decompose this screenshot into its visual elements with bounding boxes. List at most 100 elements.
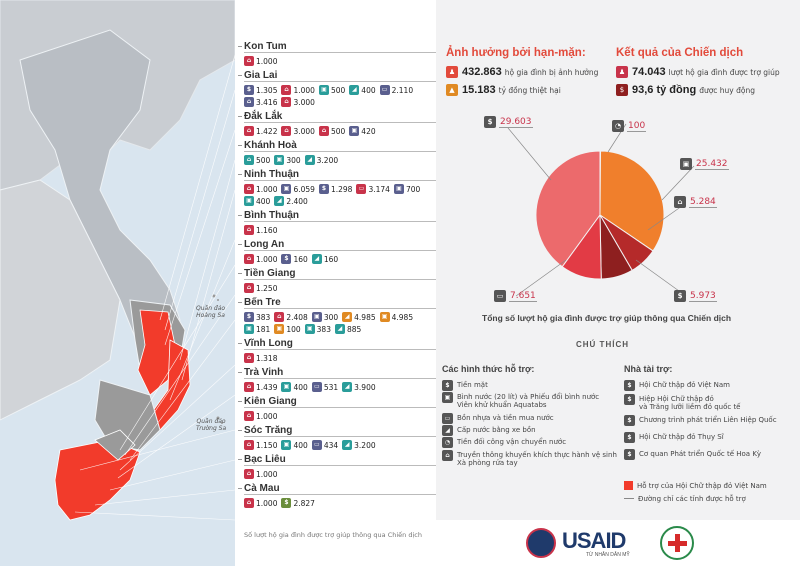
province-name: Ninh Thuận <box>238 168 436 181</box>
support-legend-text: Tiền đối công vận chuyển nước <box>457 438 567 446</box>
province-name: Sóc Trăng <box>238 424 436 437</box>
support-count: 1.000 <box>293 85 315 95</box>
cash-icon: $ <box>484 116 496 128</box>
soap-icon: ⌂ <box>674 196 686 208</box>
support-chip: $1.305 <box>244 84 277 96</box>
province-block: Khánh Hoà ⌂ 500 ▣ 300 ◢ 3.200 <box>238 139 436 168</box>
donor-legend-item: $ Hội Chữ thập đỏ Việt Nam <box>624 380 799 391</box>
support-type-icon: ▭ <box>379 85 390 95</box>
support-type-icon: ⌂ <box>244 225 254 235</box>
donor-icon: $ <box>624 394 635 405</box>
province-chips: ⌂ 1.422 ⌂ 3.000 ⌂ 500 ▣ 420 <box>244 123 434 139</box>
province-chips: ⌂ 1.000 <box>244 53 434 69</box>
support-type-icon: ▭ <box>356 184 367 194</box>
province-block: Đắk Lắk ⌂ 1.422 ⌂ 3.000 ⌂ 500 ▣ 420 <box>238 110 436 139</box>
damage-value: 15.183 <box>462 84 496 96</box>
support-count: 400 <box>293 382 308 392</box>
province-name: Cà Mau <box>238 482 436 495</box>
pie-svg <box>507 123 695 297</box>
support-type-icon: ▣ <box>318 85 329 95</box>
support-count: 1.150 <box>256 440 278 450</box>
support-chip: ⌂ 1.000 <box>244 253 277 265</box>
pie-label-0: $29.603 <box>484 116 533 128</box>
support-type-icon: ▭ <box>311 440 322 450</box>
raised-value: 93,6 tỷ đồng <box>632 84 697 96</box>
map-svg <box>0 0 235 566</box>
support-count: 2.827 <box>293 498 315 508</box>
support-type-icon: $ <box>281 254 292 264</box>
province-chips: ⌂ 1.000 $2.827 <box>244 495 434 511</box>
support-type-icon: $ <box>244 85 254 95</box>
support-chip: $1.298 <box>318 183 352 195</box>
support-chip: ⌂ 1.318 <box>244 352 277 364</box>
support-chip: ⌂ 3.416 <box>244 96 277 108</box>
money-icon: $ <box>616 84 628 96</box>
legend-line: Đường chỉ các tỉnh được hỗ trợ <box>624 494 799 503</box>
province-block: Bến Tre $383 ⌂ 2.408 ▣ 300 ◢ 4.985 ▣ 4.985 ▣ 181 ▣ 10… <box>238 296 436 337</box>
support-chip: ◢ 2.400 <box>274 195 308 207</box>
support-count: 700 <box>405 184 421 194</box>
pie-caption: Tổng số lượt hộ gia đình được trợ giúp t… <box>482 313 732 323</box>
support-chip: ▣ 4.985 <box>379 311 414 323</box>
donor-text: Cơ quan Phát triển Quốc tế Hoa Kỳ <box>639 450 762 458</box>
support-count: 3.900 <box>354 382 376 392</box>
support-type-icon: ▣ <box>281 382 292 392</box>
province-block: Gia Lai $1.305 ⌂ 1.000 ▣ 500 ◢ 400 ▭ 2.110 ⌂ 3.416 ⌂… <box>238 69 436 110</box>
support-count: 4.985 <box>391 312 414 322</box>
support-type-icon: ⌂ <box>244 283 254 293</box>
support-chip: ▣ 181 <box>244 323 270 335</box>
support-legend-icon: ⌂ <box>442 450 453 461</box>
assisted-value: 74.043 <box>632 66 666 78</box>
support-legend-text: Truyền thông khuyến khích thực hành vệ s… <box>457 451 617 467</box>
support-count: 1.422 <box>256 126 278 136</box>
warning-icon: ▲ <box>446 84 458 96</box>
support-chip: ▣ 300 <box>311 311 338 323</box>
households-value: 432.863 <box>462 66 502 78</box>
support-type-icon: ◢ <box>349 85 360 95</box>
pie-slice <box>599 150 665 252</box>
water-icon: ▣ <box>680 158 692 170</box>
support-count: 1.250 <box>256 283 278 293</box>
province-name: Đắk Lắk <box>238 110 436 123</box>
support-count: 2.110 <box>391 85 414 95</box>
region-text: Hỗ trợ của Hội Chữ thập đỏ Việt Nam <box>637 482 767 490</box>
province-name: Gia Lai <box>238 69 436 82</box>
support-count: 3.200 <box>354 440 376 450</box>
province-chips: ⌂ 1.150 ▣ 400 ▭ 434 ◢ 3.200 <box>244 437 434 453</box>
support-type-icon: ▣ <box>274 324 285 334</box>
support-chip: ⌂ 1.160 <box>244 224 277 236</box>
support-count: 500 <box>256 155 271 165</box>
support-chip: ⌂ 1.000 <box>281 84 315 96</box>
support-legend-text: Bồn nhựa và tiền mua nước <box>457 414 554 422</box>
pie-label-5: ▭ 7.651 <box>494 290 537 302</box>
support-chip: $2.827 <box>281 497 315 509</box>
support-count: 500 <box>330 85 346 95</box>
support-count: 1.000 <box>256 254 278 264</box>
pie-chart: $29.603 ◔ 100 ▣ 25.432 ⌂ 5.284 $5.973 ▭ 7.65… <box>436 100 800 330</box>
province-list: Kon Tum ⌂ 1.000 Gia Lai $1.305 ⌂ 1.000 ▣ 500 ◢ 400… <box>238 40 436 511</box>
support-count: 1.439 <box>256 382 278 392</box>
province-name: Long An <box>238 238 436 251</box>
hoang-sa-label: Quần đảo Hoàng Sa <box>196 305 226 319</box>
support-type-icon: ⌂ <box>318 126 329 136</box>
support-count: 3.000 <box>293 126 315 136</box>
province-name: Khánh Hoà <box>238 139 436 152</box>
support-chip: ⌂ 1.000 <box>244 497 277 509</box>
usaid-seal-logo <box>526 528 556 558</box>
support-type-icon: ▣ <box>349 126 360 136</box>
support-count: 181 <box>256 324 271 334</box>
donor-legend-item: $ Hội Chữ thập đỏ Thụy Sĩ <box>624 432 799 443</box>
support-chip: ◢ 3.900 <box>342 381 376 393</box>
support-chip: ▣ 400 <box>281 439 308 451</box>
line-text: Đường chỉ các tỉnh được hỗ trợ <box>638 495 746 503</box>
province-block: Bạc Liêu ⌂ 1.000 <box>238 453 436 482</box>
results-assisted: ♟ 74.043 lượt hộ gia đình được trợ giúp <box>616 66 780 78</box>
raised-text: được huy động <box>699 85 755 95</box>
donor-legend-item: $ Hiệp Hội Chữ thập đỏ và Trăng lưỡi liềm… <box>624 394 799 411</box>
support-chip: ▭ 531 <box>311 381 338 393</box>
support-type-icon: ⌂ <box>281 126 292 136</box>
support-chip: ▣ 400 <box>244 195 270 207</box>
pie-value-1: 100 <box>627 120 647 132</box>
support-count: 1.305 <box>256 85 278 95</box>
footnote: Số lượt hộ gia đình được trợ giúp thông … <box>244 531 422 539</box>
